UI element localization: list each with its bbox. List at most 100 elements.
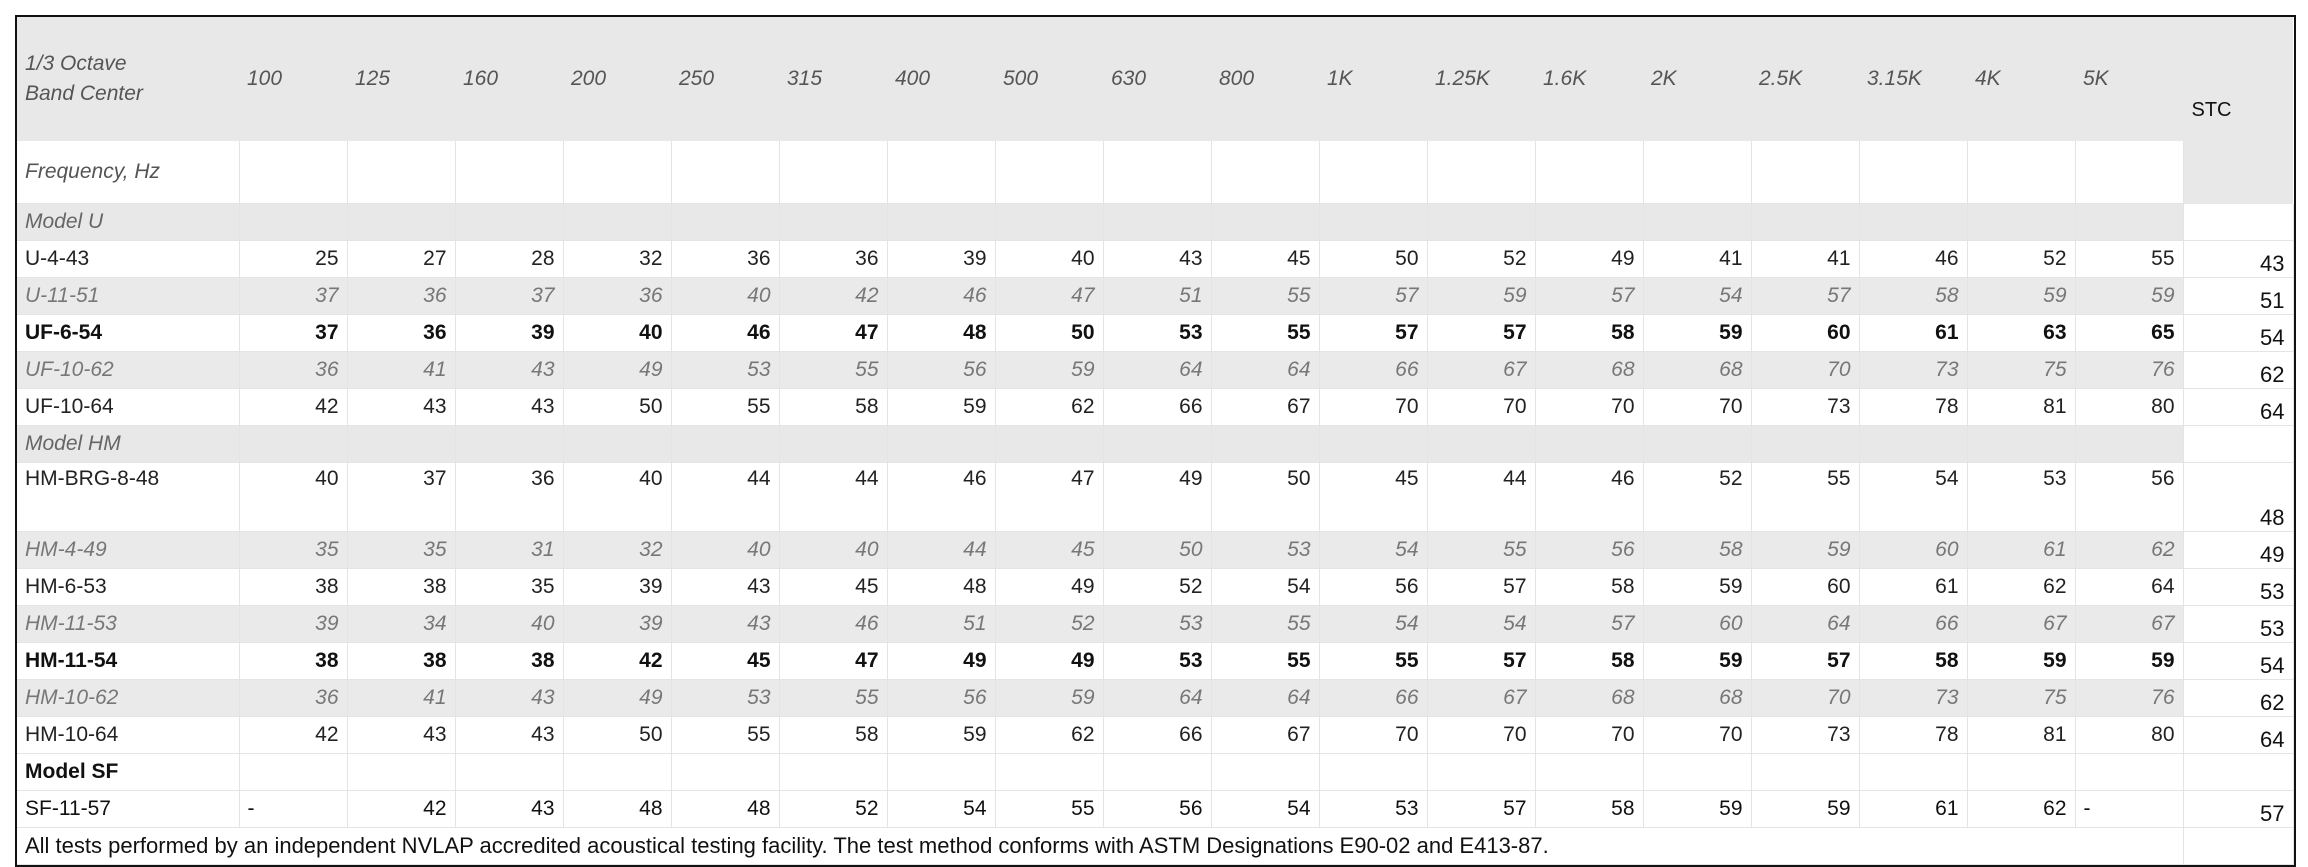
value-cell: 62 bbox=[2075, 531, 2184, 569]
value-cell: 59 bbox=[1967, 642, 2076, 680]
value-cell: 70 bbox=[1751, 351, 1860, 389]
value-cell: 41 bbox=[347, 351, 456, 389]
value-cell: 43 bbox=[455, 679, 564, 717]
stc-value: 53 bbox=[2182, 605, 2294, 643]
value-cell: 53 bbox=[1967, 462, 2076, 532]
empty-cell bbox=[2182, 203, 2294, 241]
value-cell: 68 bbox=[1535, 679, 1644, 717]
value-cell: 78 bbox=[1859, 388, 1968, 426]
group-row: Model HM bbox=[17, 425, 2294, 463]
stc-value: 62 bbox=[2182, 351, 2294, 389]
value-cell: 49 bbox=[995, 568, 1104, 606]
value-cell: 54 bbox=[1319, 605, 1428, 643]
value-cell: 67 bbox=[1211, 388, 1320, 426]
band-header: 500 bbox=[995, 17, 1103, 141]
stc-value: 54 bbox=[2182, 314, 2294, 352]
value-cell: 40 bbox=[995, 240, 1104, 278]
data-row: HM-10-64 42 43 43 50 55 58 59 62 66 67 70 70 70 70 73 78… bbox=[17, 716, 2294, 754]
value-cell: 36 bbox=[671, 240, 780, 278]
value-cell: 40 bbox=[455, 605, 564, 643]
empty-cell bbox=[239, 753, 348, 791]
value-cell: 28 bbox=[455, 240, 564, 278]
value-cell: 59 bbox=[1643, 642, 1752, 680]
model-name: U-4-43 bbox=[17, 240, 240, 278]
value-cell: 66 bbox=[1859, 605, 1968, 643]
empty-cell bbox=[2075, 141, 2184, 204]
model-name: UF-10-64 bbox=[17, 388, 240, 426]
value-cell: 43 bbox=[455, 351, 564, 389]
model-name: HM-6-53 bbox=[17, 568, 240, 606]
value-cell: 44 bbox=[1427, 462, 1536, 532]
empty-cell bbox=[455, 753, 564, 791]
empty-cell bbox=[995, 425, 1104, 463]
model-name: SF-11-57 bbox=[17, 790, 240, 828]
value-cell: 59 bbox=[1643, 568, 1752, 606]
value-cell: 46 bbox=[1535, 462, 1644, 532]
value-cell: 52 bbox=[1427, 240, 1536, 278]
value-cell: 43 bbox=[347, 716, 456, 754]
value-cell: 58 bbox=[1859, 277, 1968, 315]
value-cell: 49 bbox=[995, 642, 1104, 680]
value-cell: 78 bbox=[1859, 716, 1968, 754]
empty-cell bbox=[995, 203, 1104, 241]
value-cell: 39 bbox=[563, 605, 672, 643]
value-cell: 47 bbox=[779, 642, 888, 680]
value-cell: 55 bbox=[1211, 642, 1320, 680]
value-cell: 57 bbox=[1427, 642, 1536, 680]
value-cell: 67 bbox=[2075, 605, 2184, 643]
stc-value: 53 bbox=[2182, 568, 2294, 606]
value-cell: 53 bbox=[1103, 642, 1212, 680]
empty-cell bbox=[1103, 425, 1212, 463]
value-cell: 66 bbox=[1103, 716, 1212, 754]
value-cell: 38 bbox=[347, 568, 456, 606]
value-cell: 56 bbox=[887, 351, 996, 389]
empty-cell bbox=[1751, 203, 1860, 241]
value-cell: 59 bbox=[887, 716, 996, 754]
model-name: HM-10-64 bbox=[17, 716, 240, 754]
value-cell: 52 bbox=[1967, 240, 2076, 278]
data-row: HM-10-62 36 41 43 49 53 55 56 59 64 64 66 67 68 68 70 73… bbox=[17, 679, 2294, 717]
value-cell: 47 bbox=[995, 462, 1104, 532]
value-cell: 37 bbox=[455, 277, 564, 315]
empty-cell bbox=[563, 203, 672, 241]
value-cell: 67 bbox=[1427, 351, 1536, 389]
value-cell: 56 bbox=[887, 679, 996, 717]
empty-cell bbox=[2182, 753, 2294, 791]
value-cell: 64 bbox=[1103, 679, 1212, 717]
value-cell: 55 bbox=[779, 679, 888, 717]
value-cell: 60 bbox=[1859, 531, 1968, 569]
value-cell: 27 bbox=[347, 240, 456, 278]
value-cell: 67 bbox=[1427, 679, 1536, 717]
value-cell: 46 bbox=[779, 605, 888, 643]
value-cell: 68 bbox=[1535, 351, 1644, 389]
value-cell: 70 bbox=[1319, 388, 1428, 426]
value-cell: 38 bbox=[347, 642, 456, 680]
value-cell: 45 bbox=[671, 642, 780, 680]
value-cell: 55 bbox=[1427, 531, 1536, 569]
value-cell: 58 bbox=[1643, 531, 1752, 569]
value-cell: 70 bbox=[1535, 388, 1644, 426]
value-cell: 42 bbox=[347, 790, 456, 828]
value-cell: 59 bbox=[1427, 277, 1536, 315]
band-header: 1.6K bbox=[1535, 17, 1643, 141]
value-cell: 66 bbox=[1319, 679, 1428, 717]
empty-cell bbox=[1967, 425, 2076, 463]
value-cell: 55 bbox=[1319, 642, 1428, 680]
value-cell: 36 bbox=[239, 351, 348, 389]
value-cell: 37 bbox=[239, 277, 348, 315]
empty-cell bbox=[1535, 753, 1644, 791]
value-cell: 53 bbox=[671, 679, 780, 717]
value-cell: 53 bbox=[1211, 531, 1320, 569]
empty-cell bbox=[887, 753, 996, 791]
empty-cell bbox=[779, 141, 888, 204]
value-cell: 62 bbox=[995, 388, 1104, 426]
value-cell: 25 bbox=[239, 240, 348, 278]
value-cell: 62 bbox=[1967, 568, 2076, 606]
value-cell: 55 bbox=[779, 351, 888, 389]
value-cell: 65 bbox=[2075, 314, 2184, 352]
data-row: UF-10-62 36 41 43 49 53 55 56 59 64 64 66 67 68 68 70 73… bbox=[17, 351, 2294, 389]
value-cell: 32 bbox=[563, 240, 672, 278]
model-name: HM-11-53 bbox=[17, 605, 240, 643]
value-cell: 59 bbox=[2075, 277, 2184, 315]
empty-cell bbox=[1427, 141, 1536, 204]
